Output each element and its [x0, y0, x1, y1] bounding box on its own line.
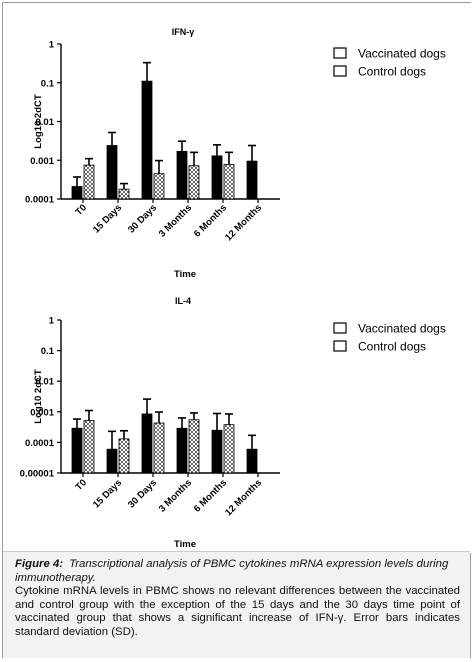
x-axis-label: Time: [174, 539, 196, 550]
legend-swatch-control: [333, 65, 347, 77]
bar-vaccinated: [141, 80, 153, 200]
bar-vaccinated: [246, 448, 258, 474]
x-tick-label: T0: [73, 477, 89, 493]
x-tick-label: 12 Months: [223, 477, 264, 518]
bar-control: [223, 424, 235, 474]
x-tick-label: 15 Days: [91, 202, 124, 235]
x-tick-label: T0: [73, 202, 89, 218]
legend-swatch-vaccinated: [333, 47, 347, 59]
y-tick-label: 0.01: [36, 377, 55, 388]
bar-control: [118, 188, 130, 200]
y-tick-label: 0.01: [36, 117, 55, 128]
caption-body: Cytokine mRNA levels in PBMC shows no re…: [15, 585, 460, 638]
bar-vaccinated: [141, 413, 153, 474]
x-tick-label: 30 Days: [126, 202, 159, 235]
bar-control: [153, 173, 165, 200]
y-tick-label: 0.00001: [20, 469, 55, 480]
y-tick-label: 0.0001: [25, 195, 55, 206]
y-tick-label: 0.1: [41, 78, 55, 89]
x-tick-label: 3 Months: [157, 477, 194, 514]
bar-control: [188, 165, 200, 200]
bar-vaccinated: [211, 429, 223, 474]
y-tick-label: 0.1: [41, 346, 55, 357]
x-tick-label: 15 Days: [91, 477, 124, 510]
y-tick-label: 0.001: [30, 407, 54, 418]
chart-panel-0: IFN-γ 1 0.1 0.01 0.001 0.0001 Log10 2dCT T0 15 D…: [25, 27, 446, 280]
bar-vaccinated: [246, 160, 258, 200]
bar-control: [188, 419, 200, 474]
bar-vaccinated: [106, 448, 118, 474]
chart-panel-1: IL-4 1 0.1 0.01 0.001 0.0001 0.00001 Log10 2dCT…: [20, 296, 446, 550]
y-tick-label: 1: [49, 316, 55, 327]
caption-title: Transcriptional analysis of PBMC cytokin…: [15, 558, 449, 584]
x-tick-label: 12 Months: [223, 202, 264, 243]
plot-area: IFN-γ 1 0.1 0.01 0.001 0.0001 Log10 2dCT T0 15 D…: [3, 3, 472, 553]
caption-title-line: Figure 4: Transcriptional analysis of PBM…: [15, 558, 460, 585]
legend-swatch-control: [333, 340, 347, 352]
x-axis-label: Time: [174, 269, 196, 280]
legend-label-control: Control dogs: [358, 65, 426, 79]
chart-title-ifn-gamma: IFN-γ: [172, 27, 195, 37]
x-tick-label: 30 Days: [126, 477, 159, 510]
bar-vaccinated: [176, 427, 188, 474]
x-tick-label: 3 Months: [157, 202, 194, 239]
y-tick-label: 0.0001: [25, 438, 55, 449]
y-axis-label: Log10 2dCT: [33, 94, 44, 149]
bar-vaccinated: [106, 145, 118, 200]
bar-control: [223, 164, 235, 200]
legend-label-vaccinated: Vaccinated dogs: [358, 47, 446, 61]
bar-control: [83, 164, 95, 200]
legend-label-vaccinated: Vaccinated dogs: [358, 322, 446, 336]
bar-control: [118, 438, 130, 474]
bar-vaccinated: [211, 155, 223, 200]
legend-label-control: Control dogs: [358, 340, 426, 354]
caption-label: Figure 4:: [15, 558, 64, 570]
figure-caption: Figure 4: Transcriptional analysis of PBM…: [3, 551, 470, 658]
chart-title-il-4: IL-4: [175, 296, 191, 306]
y-axis-label: Log10 2dCT: [33, 369, 44, 424]
y-tick-label: 1: [49, 40, 55, 51]
bar-control: [83, 420, 95, 474]
legend-swatch-vaccinated: [333, 322, 347, 334]
bar-control: [153, 422, 165, 474]
bar-vaccinated: [176, 150, 188, 200]
y-tick-label: 0.001: [30, 156, 54, 167]
bar-vaccinated: [71, 186, 83, 200]
bar-vaccinated: [71, 427, 83, 474]
